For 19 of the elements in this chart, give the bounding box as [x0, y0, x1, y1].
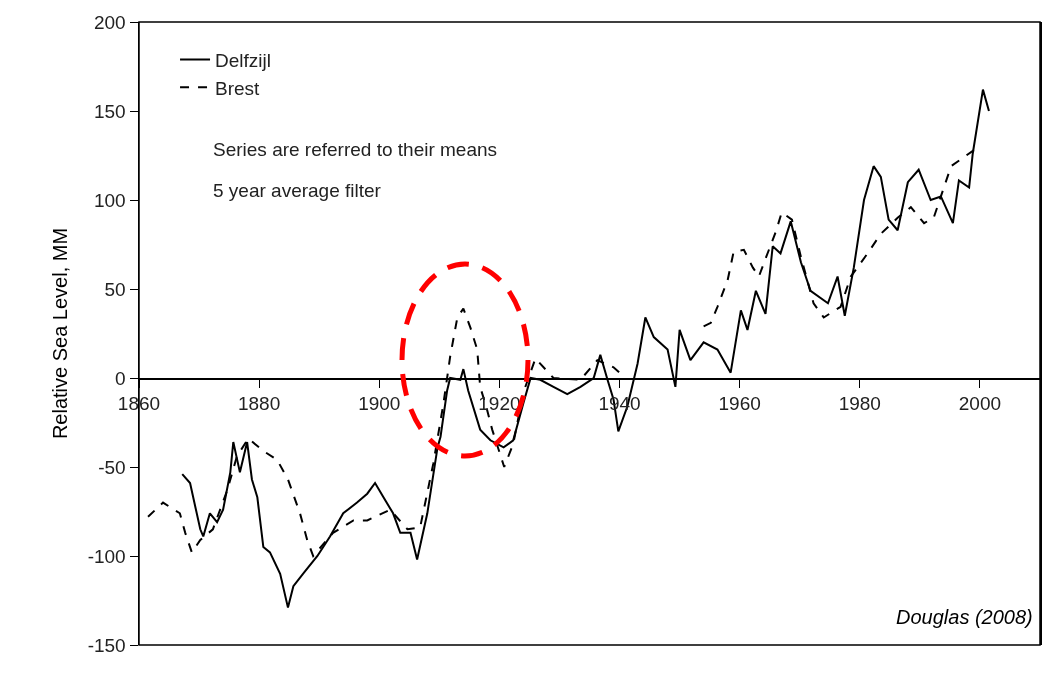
x-tick-label: 1960: [718, 393, 761, 415]
x-tick-label: 2000: [958, 393, 1002, 415]
legend-label: Brest: [215, 77, 261, 99]
x-tick-label: 1980: [838, 393, 881, 415]
y-tick-label: 0: [115, 367, 126, 389]
legend-label: Delfzijl: [215, 49, 271, 71]
annotation: Series are referred to their means: [213, 139, 498, 160]
y-tick-label: 50: [104, 278, 126, 300]
annotation: 5 year average filter: [213, 180, 382, 201]
y-tick-label: 150: [94, 100, 126, 122]
annotation: Douglas (2008): [896, 606, 1033, 628]
y-tick-label: -100: [87, 545, 126, 567]
x-tick-label: 1880: [237, 393, 281, 415]
y-tick-label: 200: [94, 11, 126, 33]
y-axis-title: Relative Sea Level, MM: [49, 227, 72, 440]
y-tick-label: -150: [87, 634, 126, 656]
y-tick-label: 100: [94, 189, 126, 211]
y-tick-label: -50: [98, 456, 126, 478]
x-tick-label: 1900: [358, 393, 401, 415]
